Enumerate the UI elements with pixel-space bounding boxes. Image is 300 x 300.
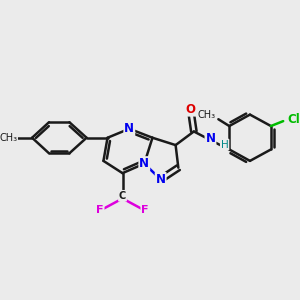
Text: N: N (139, 157, 149, 170)
Text: C: C (119, 191, 126, 201)
Text: N: N (156, 173, 166, 186)
Text: F: F (141, 205, 149, 215)
Text: Cl: Cl (287, 113, 300, 126)
Text: F: F (96, 205, 104, 215)
Text: N: N (206, 132, 215, 145)
Text: O: O (186, 103, 196, 116)
Text: N: N (124, 122, 134, 135)
Text: CH₃: CH₃ (198, 110, 216, 120)
Text: CH₃: CH₃ (0, 133, 17, 143)
Text: H: H (221, 140, 229, 150)
